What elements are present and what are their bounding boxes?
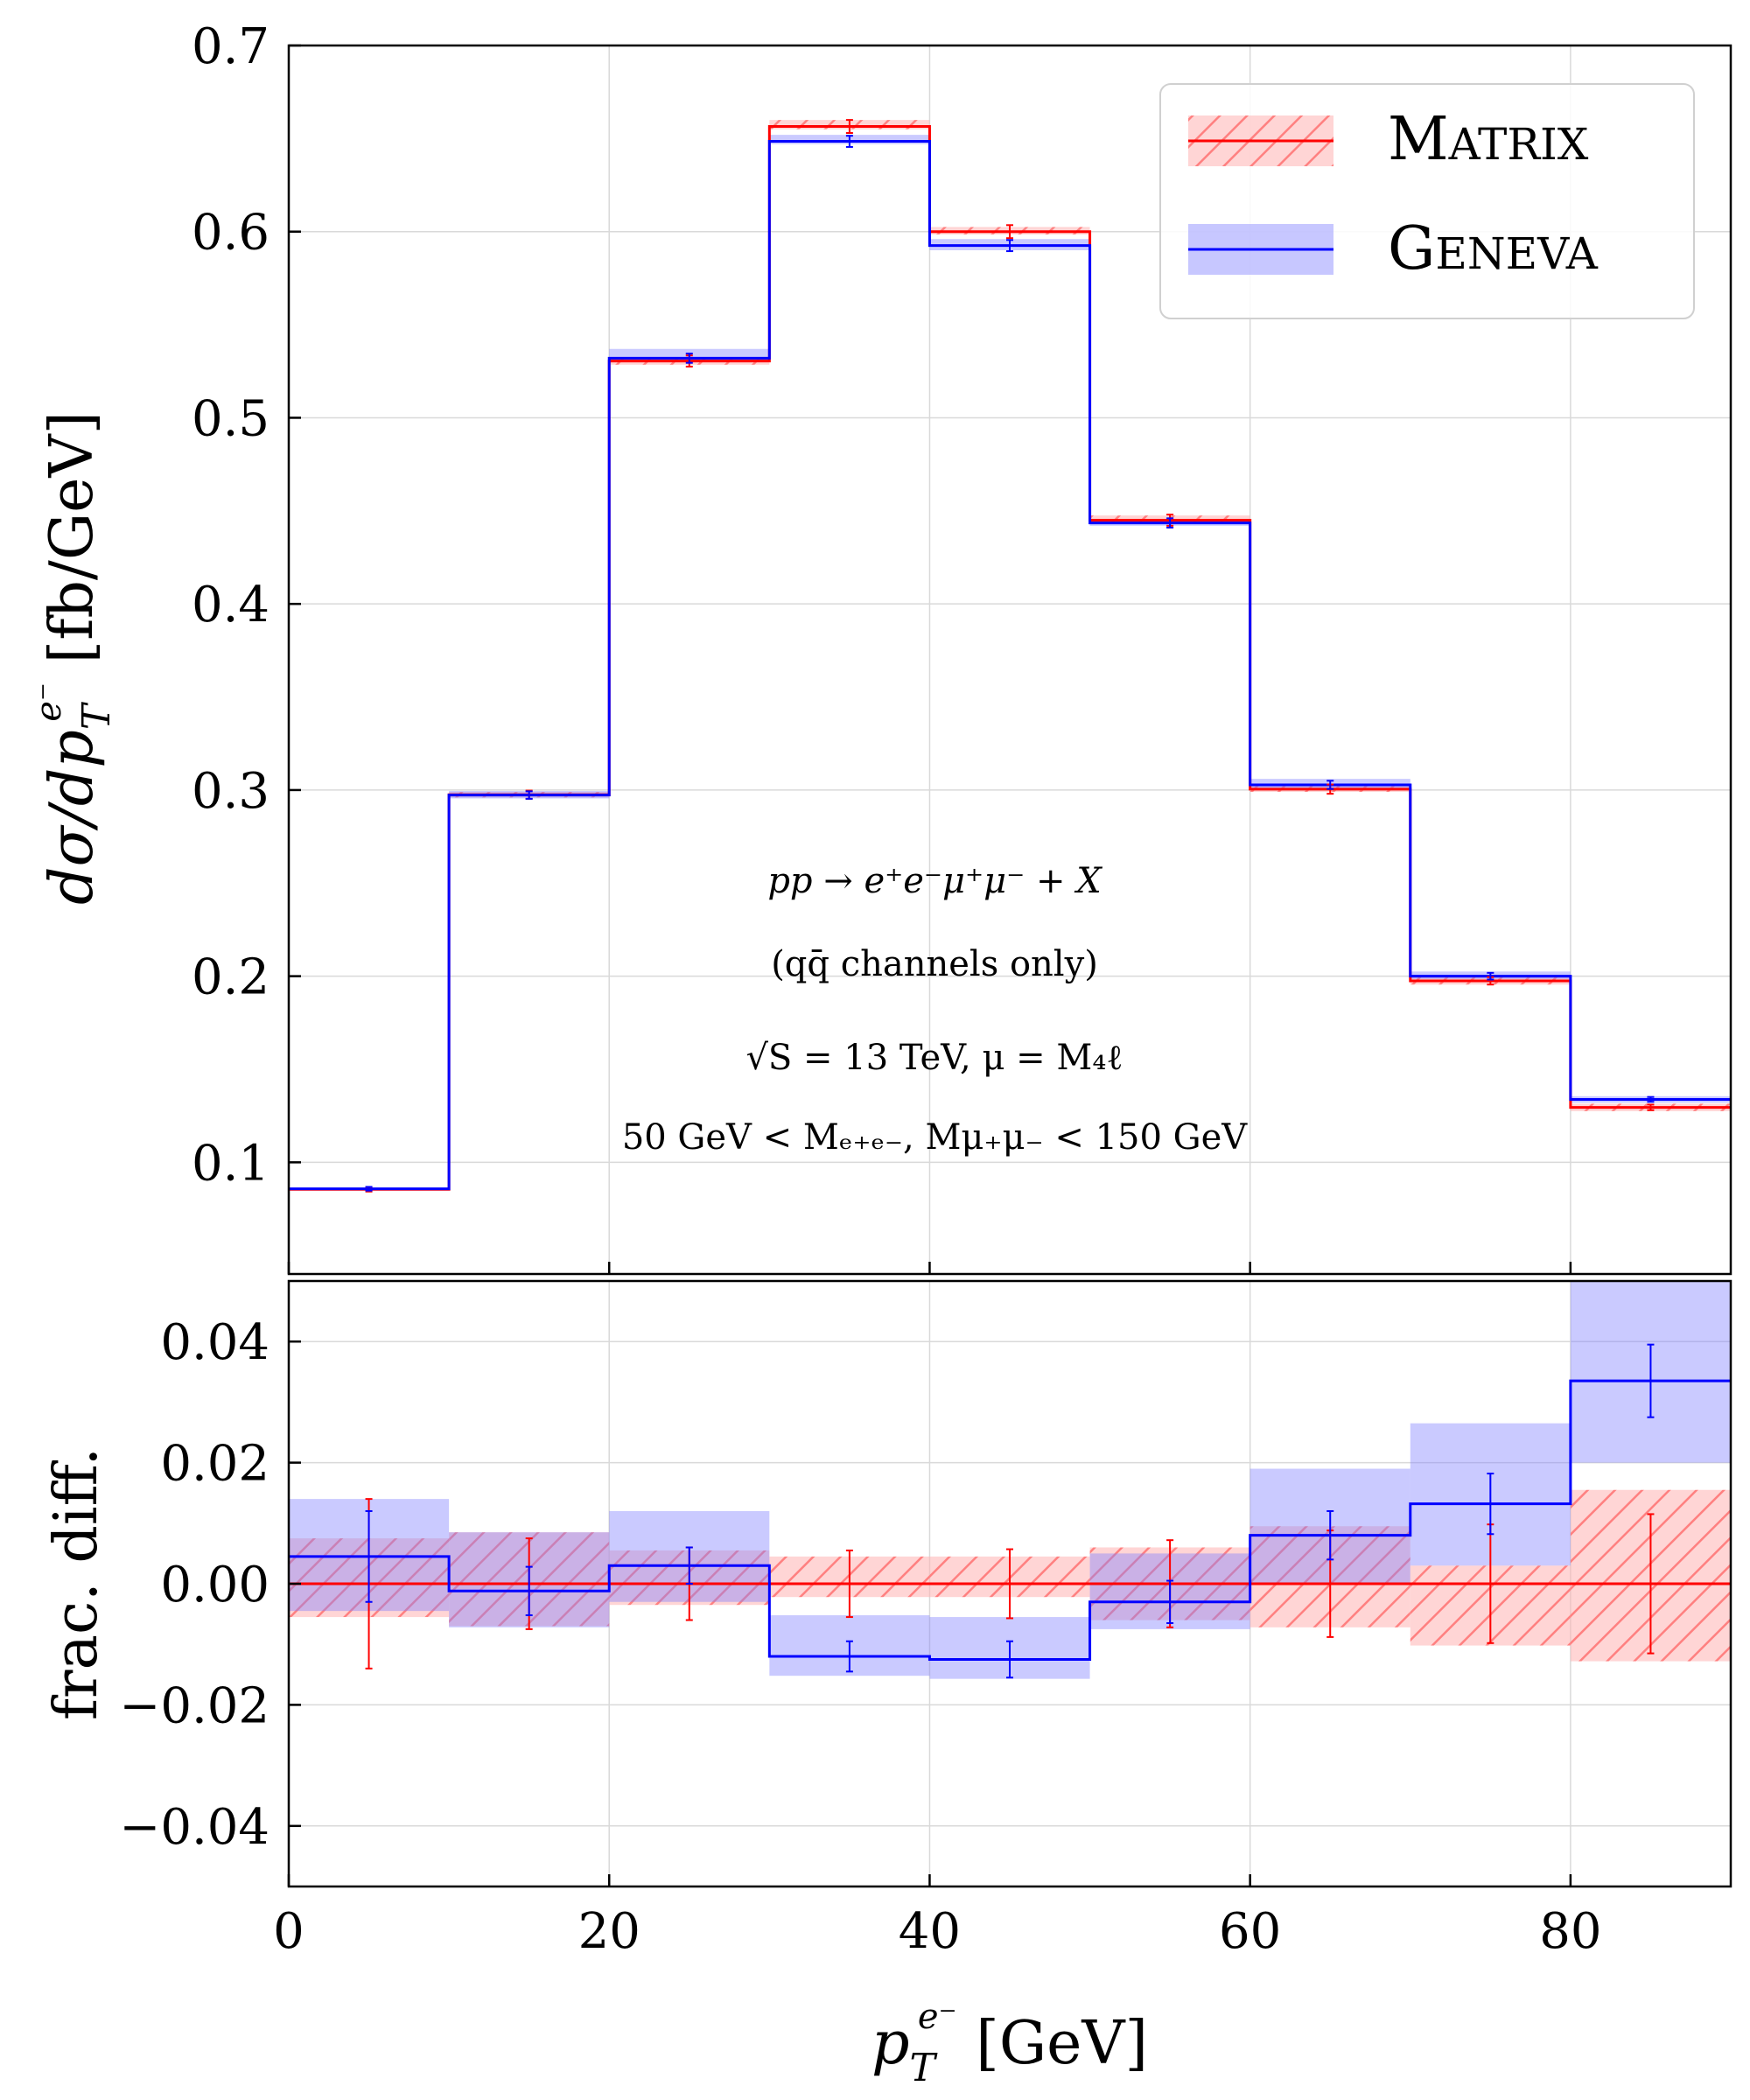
ratio-y-axis-title: frac. diff. — [42, 1447, 111, 1720]
y-tick-label: 0.2 — [192, 949, 270, 1006]
y-tick-label: −0.02 — [119, 1677, 270, 1734]
legend-entry-matrix: MATRIX — [1188, 105, 1589, 174]
annotation-mass-window: 50 GeV < Mₑ₊ₑ₋, Mμ₊μ₋ < 150 GeV — [622, 1117, 1248, 1158]
main-frame — [287, 44, 1732, 1276]
legend-label-matrix: MATRIX — [1388, 105, 1589, 174]
annotation-energy: √S = 13 TeV, μ = M₄ℓ — [746, 1038, 1123, 1078]
y-tick-label: 0.04 — [160, 1314, 270, 1371]
legend-entry-geneva: GENEVA — [1188, 214, 1599, 284]
annotation-process: pp → e⁺e⁻μ⁺μ⁻ + X — [767, 861, 1102, 901]
y-tick-label: 0.00 — [160, 1557, 270, 1614]
y-tick-label: 0.5 — [192, 390, 270, 447]
main-y-axis-title: dσ/dpTe⁻ [fb/GeV] — [29, 411, 119, 905]
x-tick-label: 80 — [1539, 1903, 1601, 1960]
x-tick-label: 40 — [899, 1903, 961, 1960]
x-axis-title: pTe⁻ [GeV] — [872, 1997, 1148, 2090]
ratio-errors — [365, 1343, 1655, 1679]
y-tick-label: 0.1 — [192, 1135, 270, 1192]
ratio-panel: −0.04 −0.02 0.00 0.02 0.04 0 20 40 60 80 frac. di… — [42, 1279, 1732, 2090]
y-tick-label: 0.6 — [192, 205, 270, 262]
y-tick-label: 0.7 — [192, 18, 270, 75]
annotation-channels: (qq̄ channels only) — [771, 944, 1098, 984]
main-ticks: 0.1 0.2 0.3 0.4 0.5 0.6 0.7 — [192, 18, 1572, 1274]
y-tick-label: 0.4 — [192, 577, 270, 634]
legend: MATRIX GENEVA — [1159, 83, 1695, 319]
y-tick-label: 0.3 — [192, 763, 270, 820]
ratio-bands — [289, 1281, 1731, 1679]
y-tick-label: 0.02 — [160, 1436, 270, 1493]
y-tick-label: −0.04 — [119, 1799, 270, 1856]
x-tick-label: 20 — [578, 1903, 640, 1960]
ratio-ticks: −0.04 −0.02 0.00 0.02 0.04 0 20 40 60 80 — [119, 1314, 1601, 1960]
x-tick-label: 0 — [273, 1903, 304, 1960]
main-errors — [365, 119, 1655, 1193]
annotation-block: pp → e⁺e⁻μ⁺μ⁻ + X (qq̄ channels only) √S… — [622, 861, 1248, 1158]
x-tick-label: 60 — [1219, 1903, 1281, 1960]
legend-label-geneva: GENEVA — [1388, 214, 1599, 284]
main-panel: 0.1 0.2 0.3 0.4 0.5 0.6 0.7 pp → e⁺e⁻μ⁺μ⁻ + X … — [29, 18, 1732, 1276]
